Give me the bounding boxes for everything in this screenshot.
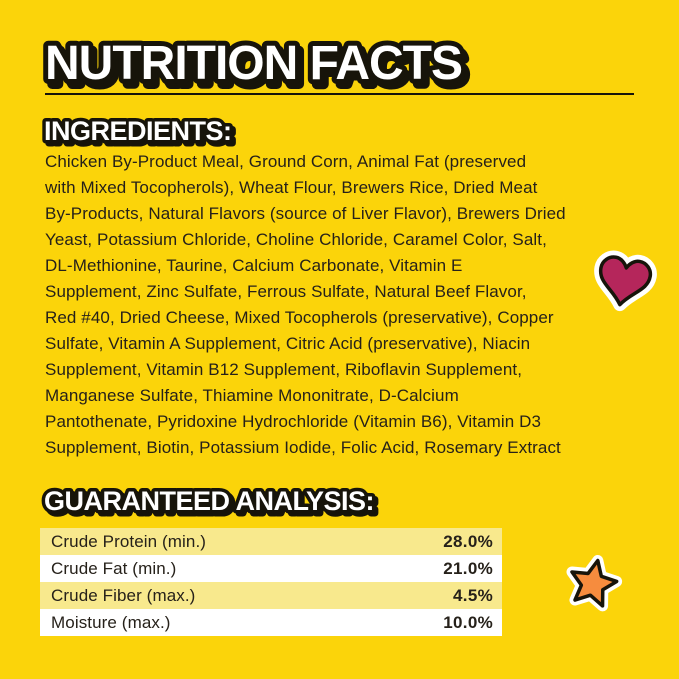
table-row: Crude Fiber (max.) 4.5% [40, 582, 502, 609]
ingredients-heading-art: INGREDIENTS: INGREDIENTS: [41, 113, 239, 153]
analysis-value: 10.0% [443, 612, 493, 632]
title-divider [45, 93, 634, 95]
table-row: Crude Protein (min.) 28.0% [40, 528, 502, 555]
heart-icon [594, 250, 657, 312]
analysis-heading-shadow: GUARANTEED ANALYSIS: [47, 489, 377, 519]
analysis-heading-art: GUARANTEED ANALYSIS: GUARANTEED ANALYSIS… [41, 483, 382, 523]
page-title-art: NUTRITION FACTS NUTRITION FACTS [40, 32, 472, 94]
analysis-heading: GUARANTEED ANALYSIS: [44, 486, 374, 516]
analysis-label: Moisture (max.) [51, 612, 171, 632]
analysis-label: Crude Fiber (max.) [51, 585, 196, 605]
table-row: Moisture (max.) 10.0% [40, 609, 502, 636]
analysis-label: Crude Protein (min.) [51, 531, 207, 551]
star-icon [566, 555, 623, 612]
analysis-value: 21.0% [443, 558, 493, 578]
analysis-label: Crude Fat (min.) [51, 558, 177, 578]
page-title: NUTRITION FACTS [45, 37, 462, 90]
heart-fill [598, 255, 653, 307]
analysis-value: 28.0% [443, 531, 493, 551]
ingredients-heading: INGREDIENTS: [44, 116, 232, 146]
analysis-value: 4.5% [453, 585, 493, 605]
ingredients-heading-shadow: INGREDIENTS: [47, 119, 235, 149]
table-row: Crude Fat (min.) 21.0% [40, 555, 502, 582]
ingredients-text: Chicken By-Product Meal, Ground Corn, An… [45, 152, 566, 457]
page-title-shadow: NUTRITION FACTS [49, 42, 466, 94]
analysis-table: Crude Protein (min.) 28.0% Crude Fat (mi… [40, 528, 502, 636]
star-fill [570, 558, 619, 608]
